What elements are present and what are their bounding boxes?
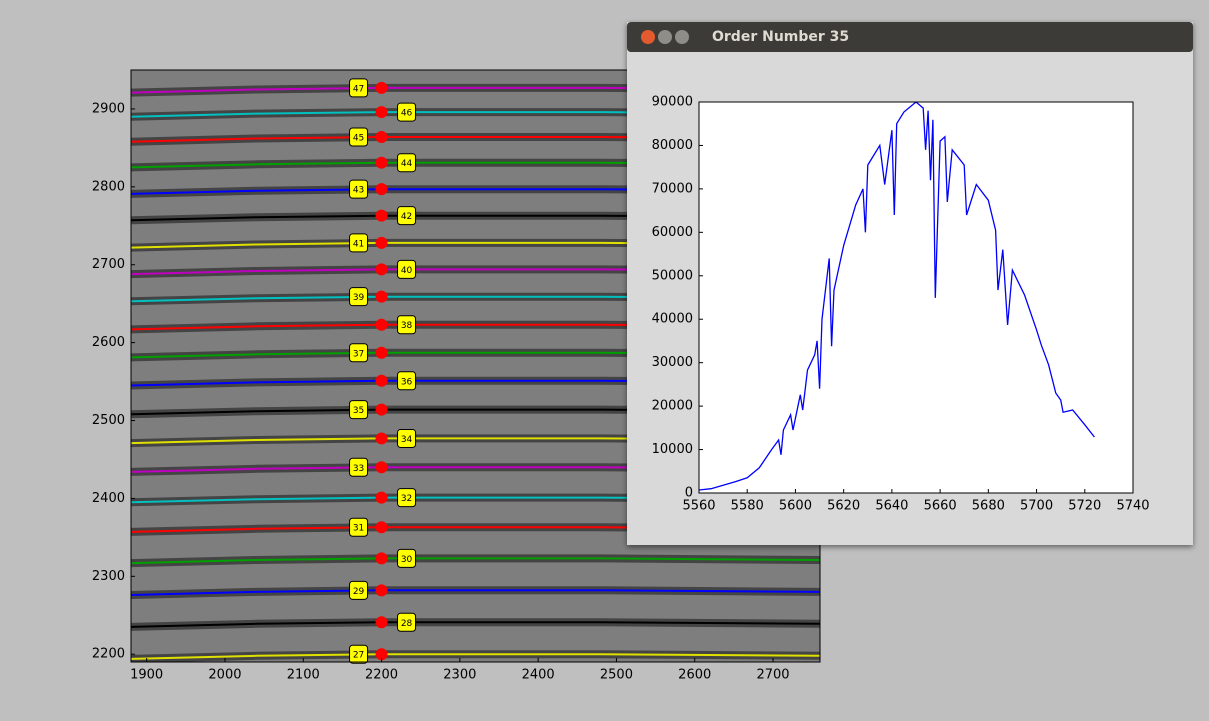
y-tick-label: 2900 [92, 101, 125, 116]
x-tick-label: 2200 [365, 668, 398, 683]
order-label: 45 [353, 133, 364, 143]
y-tick-label: 2200 [92, 647, 125, 662]
x-tick-label: 5660 [924, 499, 957, 514]
maximize-button[interactable] [675, 30, 689, 44]
order-marker [376, 319, 388, 331]
y-tick-label: 2400 [92, 491, 125, 506]
x-tick-label: 5640 [875, 499, 908, 514]
order-marker [376, 492, 388, 504]
order-label: 47 [353, 84, 364, 94]
order-label: 35 [353, 406, 364, 416]
y-tick-label: 40000 [652, 312, 693, 327]
order-marker [376, 263, 388, 275]
order-label: 33 [353, 464, 364, 474]
order-marker [376, 552, 388, 564]
x-tick-label: 5600 [779, 499, 812, 514]
order-label: 32 [401, 494, 412, 504]
order-marker [376, 347, 388, 359]
y-tick-label: 90000 [652, 95, 693, 110]
x-tick-label: 2500 [600, 668, 633, 683]
order-marker [376, 521, 388, 533]
order-label: 30 [401, 555, 413, 565]
y-tick-label: 2500 [92, 413, 125, 428]
y-tick-label: 2700 [92, 257, 125, 272]
y-tick-label: 70000 [652, 181, 693, 196]
spectrum-window: Order Number 35 [627, 22, 1193, 545]
order-label: 27 [353, 651, 364, 661]
x-tick-label: 5620 [827, 499, 860, 514]
order-label: 39 [353, 293, 365, 303]
order-label: 41 [353, 239, 364, 249]
order-marker [376, 131, 388, 143]
x-tick-label: 2100 [287, 668, 320, 683]
x-tick-label: 5740 [1116, 499, 1149, 514]
order-label: 44 [401, 159, 413, 169]
order-label: 36 [401, 377, 413, 387]
x-tick-label: 2300 [443, 668, 476, 683]
y-tick-label: 2300 [92, 569, 125, 584]
order-label: 31 [353, 524, 364, 534]
x-tick-label: 5700 [1020, 499, 1053, 514]
order-marker [376, 210, 388, 222]
x-tick-label: 1900 [130, 668, 163, 683]
window-title: Order Number 35 [712, 29, 849, 45]
order-label: 38 [401, 321, 413, 331]
order-marker [376, 183, 388, 195]
screen: 27 28 29 30 31 32 33 34 35 36 37 38 39 40 41 42 43 44 45 46… [0, 0, 1209, 721]
y-tick-label: 80000 [652, 138, 693, 153]
y-tick-label: 0 [685, 486, 693, 501]
order-marker [376, 237, 388, 249]
y-tick-label: 2800 [92, 179, 125, 194]
y-tick-label: 10000 [652, 442, 693, 457]
x-tick-label: 2700 [756, 668, 789, 683]
x-tick-label: 2400 [522, 668, 555, 683]
y-tick-label: 20000 [652, 399, 693, 414]
order-marker [376, 375, 388, 387]
order-marker [376, 584, 388, 596]
order-marker [376, 432, 388, 444]
order-marker [376, 157, 388, 169]
order-marker [376, 82, 388, 94]
order-label: 46 [401, 109, 413, 119]
close-button[interactable] [641, 30, 655, 44]
y-tick-label: 50000 [652, 268, 693, 283]
order-label: 29 [353, 587, 365, 597]
x-tick-label: 5560 [682, 499, 715, 514]
order-marker [376, 106, 388, 118]
plot-area [699, 102, 1133, 493]
order-label: 37 [353, 349, 364, 359]
x-tick-label: 5580 [731, 499, 764, 514]
order-marker [376, 616, 388, 628]
y-tick-label: 60000 [652, 225, 693, 240]
order-marker [376, 461, 388, 473]
x-tick-label: 5680 [972, 499, 1005, 514]
x-tick-label: 2000 [208, 668, 241, 683]
minimize-button[interactable] [658, 30, 672, 44]
order-label: 28 [401, 619, 413, 629]
x-tick-label: 5720 [1068, 499, 1101, 514]
y-tick-label: 30000 [652, 355, 693, 370]
order-label: 42 [401, 212, 412, 222]
order-marker [376, 291, 388, 303]
order-label: 40 [401, 266, 413, 276]
x-tick-label: 2600 [678, 668, 711, 683]
order-marker [376, 404, 388, 416]
y-tick-label: 2600 [92, 335, 125, 350]
order-label: 34 [401, 435, 413, 445]
order-label: 43 [353, 186, 364, 196]
